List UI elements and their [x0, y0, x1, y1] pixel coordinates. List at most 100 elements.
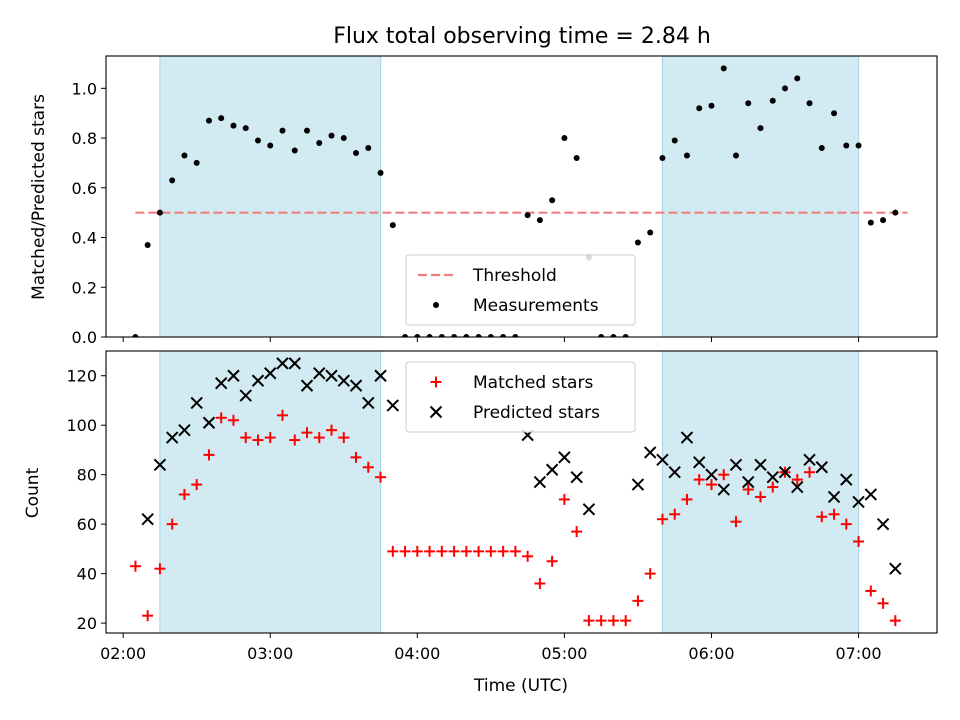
measurement-point: [892, 209, 899, 216]
predicted-star-point: [264, 367, 277, 380]
matched-star-point: [252, 434, 264, 446]
predicted-star-point: [729, 458, 743, 471]
predicted-star-point: [742, 475, 755, 489]
measurement-point: [769, 97, 776, 104]
matched-star-point: [877, 597, 889, 609]
matched-star-point: [166, 518, 178, 530]
matched-star-point: [301, 427, 313, 439]
predicted-star-point: [803, 453, 816, 467]
x-tick-label: 03:00: [247, 644, 293, 663]
matched-star-point: [289, 434, 301, 446]
measurement-point: [794, 75, 801, 82]
predicted-star-point: [178, 423, 191, 437]
measurement-point: [598, 334, 605, 337]
measurement-point: [818, 145, 825, 152]
legend-label: Threshold: [472, 266, 557, 286]
measurement-point: [365, 145, 372, 152]
matched-star-point: [338, 432, 350, 444]
measurement-point: [867, 219, 874, 226]
measurement-point: [696, 105, 703, 112]
measurement-point: [132, 334, 139, 337]
measurement-point: [328, 132, 335, 139]
matched-star-point: [828, 508, 840, 520]
predicted-star-point: [778, 466, 792, 479]
measurement-point: [304, 127, 311, 134]
measurement-point: [512, 334, 519, 337]
matched-star-point: [644, 568, 656, 580]
matched-star-point: [227, 414, 239, 426]
matched-star-point: [154, 563, 166, 575]
bottom-y-tick-label: 120: [66, 367, 97, 386]
measurement-point: [389, 222, 396, 229]
measurement-point: [254, 137, 261, 144]
predicted-star-point: [717, 483, 730, 496]
measurement-point: [720, 65, 727, 72]
matched-star-point: [767, 481, 779, 493]
predicted-star-point: [791, 480, 804, 494]
measurement-point: [181, 152, 188, 159]
x-tick-label: 05:00: [541, 644, 587, 663]
matched-star-point: [865, 585, 877, 597]
measurement-point: [353, 149, 360, 156]
measurement-point: [402, 334, 409, 337]
predicted-star-point: [374, 369, 387, 382]
measurement-point: [561, 135, 568, 142]
matched-star-point: [730, 516, 742, 528]
matched-star-point: [509, 545, 521, 557]
predicted-star-point: [766, 470, 779, 484]
predicted-star-point: [337, 374, 350, 387]
matched-star-point: [497, 545, 509, 557]
top-plot-area: [132, 56, 908, 337]
matched-star-point: [607, 615, 619, 627]
matched-star-point: [595, 615, 607, 627]
measurement-point: [426, 334, 433, 337]
measurement-point: [377, 169, 384, 176]
predicted-star-point: [656, 453, 669, 467]
predicted-star-point: [362, 396, 375, 410]
legend-predicted-swatch: [429, 405, 443, 419]
matched-star-point: [473, 545, 485, 557]
matched-star-point: [448, 545, 460, 557]
measurement-point: [806, 100, 813, 107]
predicted-star-point: [631, 478, 645, 491]
measurement-point: [500, 334, 507, 337]
legend-label: Measurements: [473, 296, 599, 316]
predicted-star-point: [545, 463, 559, 476]
top-y-tick-label: 0.8: [72, 129, 97, 148]
top-y-tick-label: 0.0: [72, 328, 97, 347]
x-tick-label: 02:00: [100, 644, 146, 663]
predicted-star-point: [815, 461, 828, 474]
measurement-point: [414, 334, 421, 337]
matched-star-point: [203, 449, 215, 461]
measurement-point: [880, 217, 887, 224]
matched-star-point: [718, 469, 730, 481]
measurement-point: [230, 122, 237, 129]
predicted-star-point: [165, 431, 179, 444]
predicted-star-point: [288, 357, 301, 370]
measurement-point: [757, 125, 764, 132]
bottom-y-tick-label: 20: [77, 614, 97, 633]
predicted-star-point: [300, 379, 314, 392]
predicted-star-point: [386, 399, 400, 412]
legend-matched-swatch: [430, 376, 442, 388]
matched-star-point: [142, 610, 154, 622]
predicted-star-point: [239, 389, 252, 402]
legend-measurement-swatch: [433, 302, 439, 308]
matched-star-point: [853, 535, 865, 547]
measurement-point: [205, 117, 212, 124]
matched-star-point: [362, 461, 374, 473]
matched-star-point: [705, 479, 717, 491]
measurement-point: [242, 125, 249, 132]
measurement-point: [144, 241, 151, 248]
measurement-point: [782, 85, 789, 92]
measurement-point: [831, 110, 838, 117]
matched-star-point: [215, 412, 227, 424]
x-tick-label: 06:00: [688, 644, 734, 663]
measurement-point: [463, 334, 470, 337]
matched-star-point: [399, 545, 411, 557]
matched-star-point: [558, 493, 570, 505]
top-shaded-interval: [159, 56, 381, 337]
legend-label: Predicted stars: [473, 403, 600, 423]
matched-star-point: [656, 513, 668, 525]
measurement-point: [659, 154, 666, 161]
